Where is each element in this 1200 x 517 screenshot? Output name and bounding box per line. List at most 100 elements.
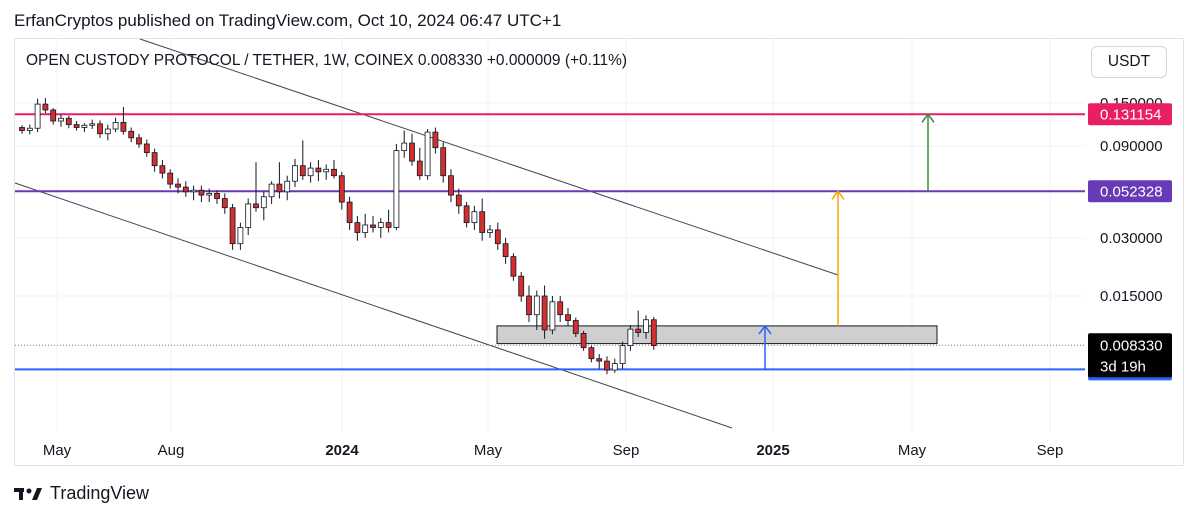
candle-body	[510, 256, 517, 277]
y-tick-label: 0.030000	[1100, 230, 1163, 247]
candle-body	[284, 180, 291, 193]
candle-body	[50, 109, 57, 122]
x-tick-label: May	[43, 442, 72, 459]
brand-name: TradingView	[50, 483, 150, 503]
candle-body	[487, 229, 493, 233]
candle-body	[73, 124, 80, 128]
x-tick-label: Aug	[158, 442, 185, 459]
candle-body	[401, 142, 408, 152]
candle-body	[151, 152, 158, 167]
tradingview-logo-icon	[14, 487, 42, 500]
publisher-line: ErfanCryptos published on TradingView.co…	[14, 11, 562, 30]
candle-body	[315, 167, 322, 173]
candle-body	[643, 319, 649, 333]
candle-body	[120, 122, 127, 132]
candle-body	[409, 142, 415, 162]
candle-body	[292, 165, 298, 182]
candle-body	[635, 328, 642, 333]
candle-body	[167, 172, 174, 185]
candle-body	[502, 243, 509, 258]
last-price-tag	[1088, 333, 1172, 378]
candle-body	[299, 165, 306, 177]
candle-body	[260, 196, 267, 209]
candle-body	[97, 123, 103, 135]
candle-body	[65, 117, 72, 125]
candle-body	[307, 167, 314, 177]
candle-body	[81, 124, 88, 128]
target-arrow-head	[921, 113, 935, 123]
candle-body	[237, 227, 244, 245]
candle-body	[455, 194, 462, 207]
candle-body	[19, 127, 25, 131]
currency-button[interactable]: USDT	[1091, 46, 1167, 78]
candle-body	[159, 165, 166, 174]
candle-body	[338, 175, 345, 203]
candle-body	[276, 183, 283, 193]
candle-body	[268, 183, 275, 198]
candle-body	[128, 130, 135, 139]
candle-body	[370, 224, 376, 228]
candle-body	[206, 193, 213, 196]
candle-body	[650, 319, 657, 347]
candle-body	[440, 147, 447, 177]
candle-body	[393, 150, 400, 228]
price-tag	[1088, 180, 1172, 203]
x-tick-label: 2024	[325, 442, 359, 459]
candle-body	[136, 137, 142, 145]
candle-body	[377, 222, 384, 228]
support-zone	[496, 325, 938, 345]
y-tick-label: 0.090000	[1100, 138, 1163, 155]
candle-body	[463, 205, 470, 224]
price-tag	[1088, 103, 1172, 126]
candle-body	[104, 128, 111, 135]
candle-body	[541, 295, 548, 331]
countdown-label: 3d 19h	[1100, 358, 1146, 375]
candle-body	[604, 360, 610, 371]
candle-body	[518, 275, 525, 297]
candle-body	[354, 222, 361, 233]
x-tick-label: May	[474, 442, 503, 459]
candle-body	[479, 211, 486, 233]
candle-body	[182, 186, 189, 193]
candle-body	[588, 347, 595, 360]
candle-body	[580, 333, 587, 349]
candle-body	[432, 131, 439, 149]
x-tick-label: May	[898, 442, 927, 459]
candle-body	[346, 201, 353, 224]
x-tick-label: Sep	[1037, 442, 1064, 459]
target-arrow-head	[831, 190, 845, 200]
candle-body	[471, 211, 478, 224]
candle-body	[611, 363, 618, 371]
candle-body	[323, 168, 330, 173]
candle-body	[253, 203, 259, 209]
tradingview-brand[interactable]: TradingView	[14, 483, 149, 504]
price-tag-label: 0.131154	[1100, 106, 1161, 123]
candle-body	[385, 222, 392, 228]
y-tick-label: 0.015000	[1100, 288, 1163, 305]
candle-body	[229, 207, 236, 245]
x-tick-label: Sep	[613, 442, 640, 459]
candle-body	[448, 175, 454, 196]
x-tick-label: 2025	[756, 442, 789, 459]
candle-body	[198, 189, 205, 196]
candle-body	[89, 123, 96, 126]
channel-upper-line	[139, 38, 839, 276]
candle-body	[190, 189, 197, 193]
candle-body	[112, 122, 119, 130]
candle-body	[58, 117, 64, 122]
candle-body	[572, 320, 579, 334]
candle-body	[533, 295, 540, 316]
candle-body	[557, 301, 564, 316]
price-tag-label: 0.052328	[1100, 183, 1163, 200]
candle-body	[42, 103, 49, 111]
candle-body	[214, 193, 220, 199]
candle-body	[565, 314, 571, 321]
candle-body	[526, 295, 532, 316]
candle-body	[175, 183, 181, 188]
candle-body	[331, 168, 337, 177]
candle-body	[245, 203, 252, 228]
chart-frame	[14, 38, 1184, 466]
candle-body	[494, 229, 501, 245]
candle-body	[596, 358, 603, 362]
